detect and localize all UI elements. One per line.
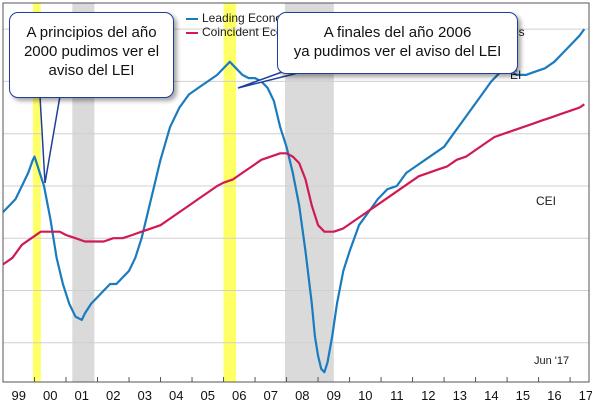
left-callout-line-3: aviso del LEI	[48, 62, 135, 79]
x-tick-label-12: 12	[421, 388, 435, 403]
series-line-lei	[2, 28, 586, 374]
plot-frame	[2, 2, 590, 383]
highlight-band-1	[223, 3, 237, 382]
series-lines	[2, 28, 586, 374]
lei-series-label: EI	[510, 68, 522, 82]
x-tick-label-14: 14	[484, 388, 498, 403]
legend-swatch-coincident	[186, 31, 198, 34]
left-callout: A principios del año 2000 pudimos ver el…	[9, 12, 174, 98]
x-tick-label-16: 16	[547, 388, 561, 403]
x-tick-label-02: 02	[106, 388, 120, 403]
highlight-band-0	[32, 3, 41, 382]
x-axis-ticks	[2, 377, 571, 382]
x-tick-label-06: 06	[232, 388, 246, 403]
right-callout-line-2: ya pudimos ver el aviso del LEI	[293, 43, 502, 60]
x-tick-label-01: 01	[75, 388, 89, 403]
left-callout-line-2: 2000 pudimos ver el	[23, 43, 160, 60]
x-tick-label-00: 00	[43, 388, 57, 403]
legend-label-coincident: Coincident Eco	[202, 25, 283, 39]
legend-item-coincident: Coincident Eco	[186, 25, 283, 39]
x-tick-label-03: 03	[138, 388, 152, 403]
right-callout: A finales del año 2006 ya pudimos ver el…	[277, 12, 518, 74]
x-tick-label-08: 08	[295, 388, 309, 403]
x-tick-label-09: 09	[327, 388, 341, 403]
x-tick-label-17: 17	[579, 388, 592, 403]
cei-series-label: CEI	[536, 194, 557, 208]
x-tick-label-15: 15	[516, 388, 530, 403]
x-axis-labels: 99 00 01 02 03 04 05 06 07 08 09 10 11 12 13 14 15 16 17	[12, 388, 592, 403]
date-note: Jun '17	[534, 355, 570, 367]
x-tick-label-05: 05	[201, 388, 215, 403]
left-callout-line-1: A principios del año	[26, 24, 157, 41]
legend-swatch-leading	[186, 17, 198, 20]
x-tick-label-11: 11	[390, 388, 404, 403]
x-tick-label-07: 07	[264, 388, 278, 403]
legend-item-leading: Leading Econo	[186, 11, 282, 25]
x-tick-label-04: 04	[169, 388, 183, 403]
x-tick-label-10: 10	[358, 388, 372, 403]
left-callout-pointer	[39, 95, 61, 184]
series-line-cei	[2, 103, 585, 266]
x-tick-label-13: 13	[453, 388, 467, 403]
x-tick-label-99: 99	[12, 388, 26, 403]
legend-label-leading: Leading Econo	[202, 11, 283, 25]
right-callout-line-1: A finales del año 2006	[323, 24, 472, 41]
